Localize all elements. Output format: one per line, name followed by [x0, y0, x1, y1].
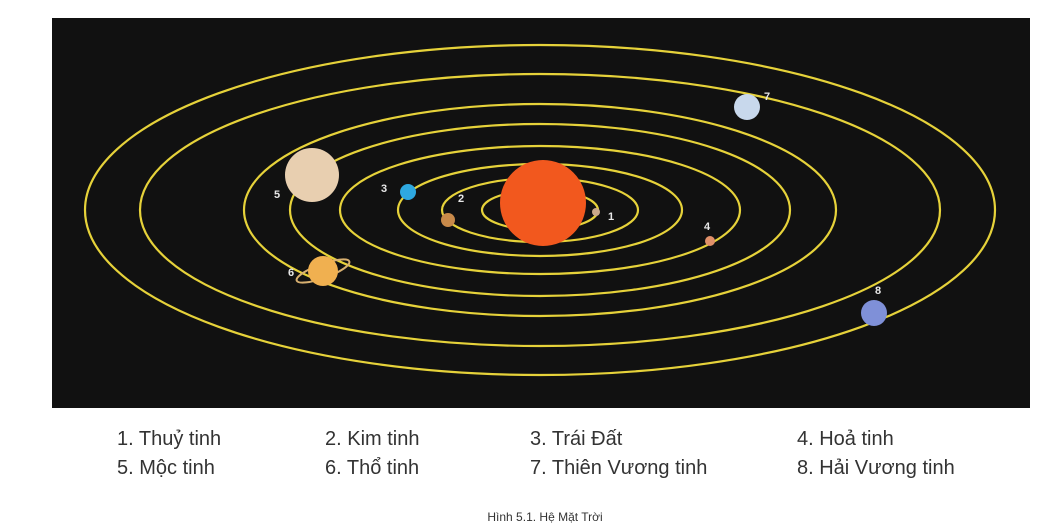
legend-item: 3. Trái Đất — [530, 428, 623, 450]
jupiter — [285, 148, 339, 202]
venus — [441, 213, 455, 227]
saturn — [308, 256, 338, 286]
legend-item: 5. Mộc tinh — [117, 457, 215, 479]
legend-item: 4. Hoả tinh — [797, 428, 894, 450]
caption: Hình 5.1. Hệ Mặt Trời — [487, 510, 602, 524]
legend-item: 2. Kim tinh — [325, 428, 419, 450]
planet-number: 2 — [458, 193, 464, 205]
legend-item: 8. Hải Vương tinh — [797, 457, 955, 479]
mercury — [592, 208, 600, 216]
planet-number: 7 — [764, 91, 770, 103]
uranus — [734, 94, 760, 120]
planet-number: 4 — [704, 221, 711, 233]
sun — [500, 160, 586, 246]
planet-number: 8 — [875, 285, 881, 297]
planet-number: 5 — [274, 189, 280, 201]
figure: 1 2 3 4 5 6 7 8 1. Thuỷ tinh 2. Kim tinh… — [0, 0, 1042, 529]
planet-number: 3 — [381, 183, 387, 195]
legend-item: 6. Thổ tinh — [325, 457, 419, 479]
legend: 1. Thuỷ tinh 2. Kim tinh 3. Trái Đất 4. … — [117, 428, 955, 479]
planet-number: 6 — [288, 267, 294, 279]
legend-item: 1. Thuỷ tinh — [117, 428, 221, 450]
planet-number: 1 — [608, 211, 614, 223]
mars — [705, 236, 715, 246]
earth — [400, 184, 416, 200]
legend-item: 7. Thiên Vương tinh — [530, 457, 707, 479]
neptune — [861, 300, 887, 326]
